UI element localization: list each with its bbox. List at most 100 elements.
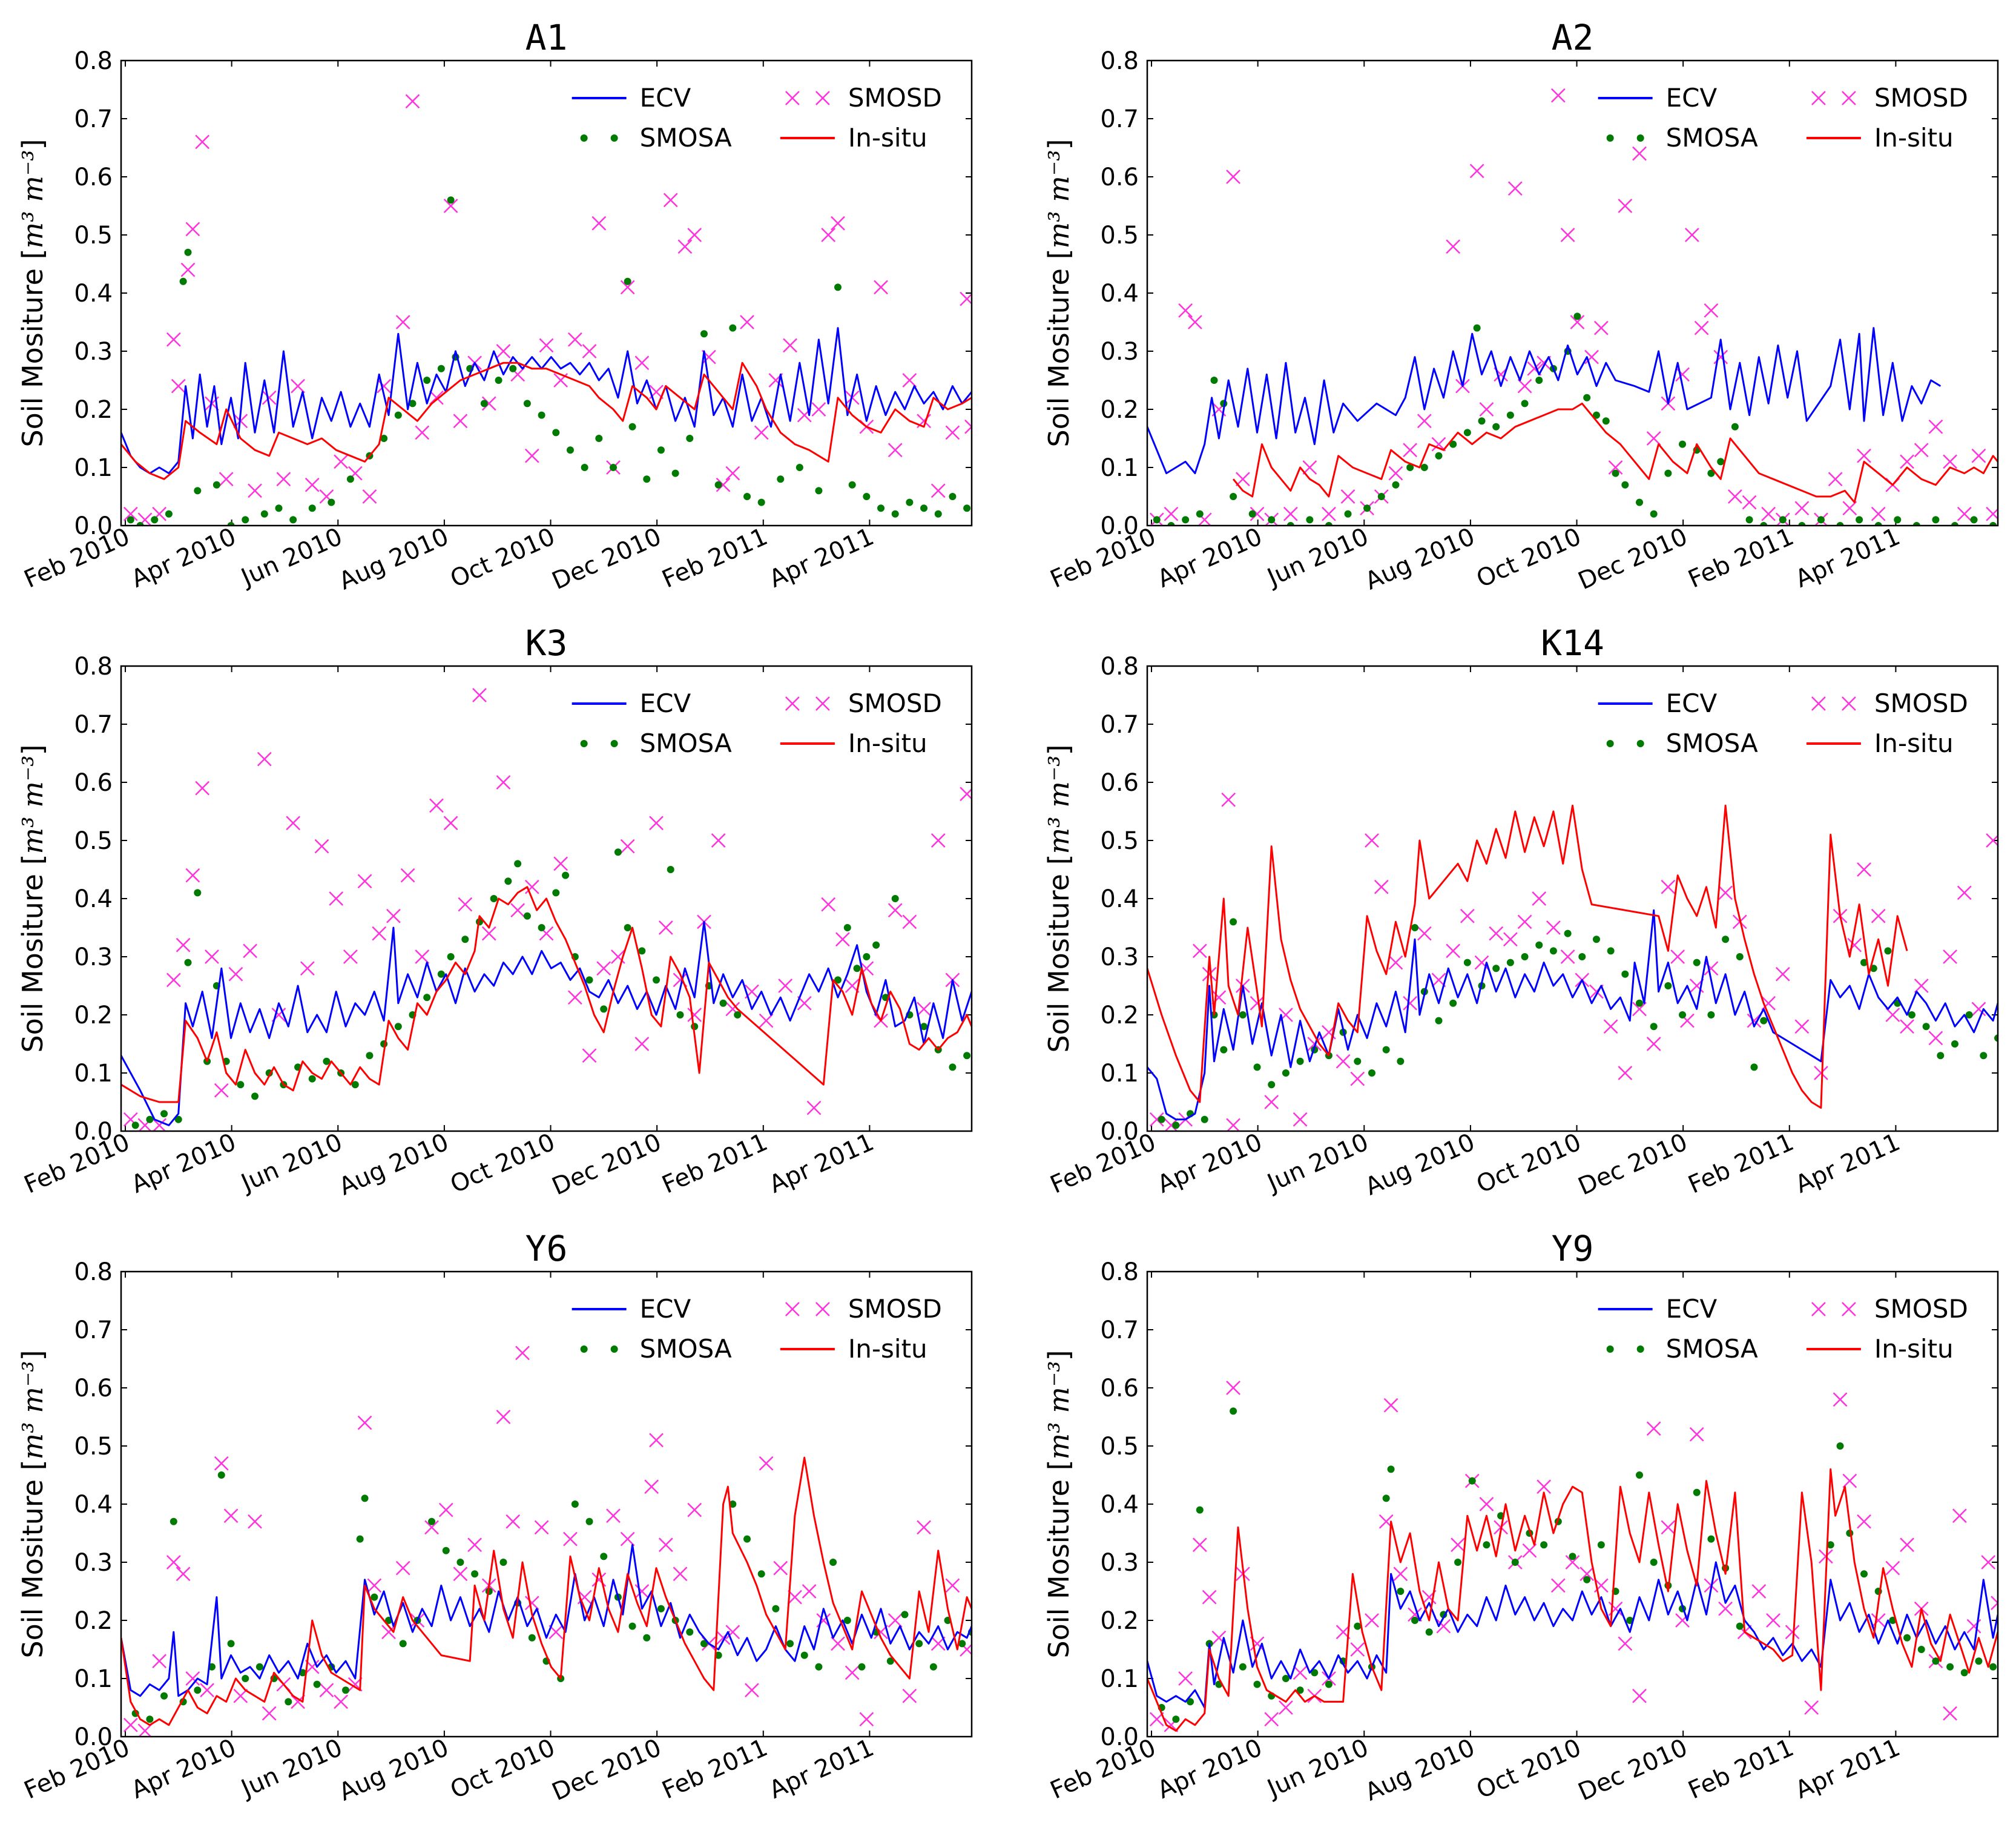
point-smosa xyxy=(255,1663,263,1671)
point-smosa xyxy=(136,522,144,526)
point-smosa xyxy=(251,1092,259,1100)
plot-area xyxy=(1147,1381,1998,1732)
x-tick-label: Oct 2010 xyxy=(1472,523,1586,593)
point-smosa xyxy=(949,1063,957,1071)
point-smosa xyxy=(1411,1617,1419,1624)
point-smosd xyxy=(1403,995,1418,1011)
point-smosd xyxy=(357,1415,372,1430)
point-smosa xyxy=(428,1517,436,1525)
point-smosa xyxy=(1636,1471,1644,1479)
point-smosd xyxy=(1943,1706,1957,1721)
point-smosd xyxy=(1766,1613,1780,1628)
point-smosa xyxy=(1325,522,1332,526)
point-smosd xyxy=(524,448,539,463)
y-axis-label-main: Soil Mositure [ xyxy=(16,248,49,447)
y-axis-label-close: ] xyxy=(1043,1350,1075,1361)
point-smosd xyxy=(166,332,181,347)
point-smosd xyxy=(319,1683,334,1698)
point-smosd xyxy=(262,1706,277,1721)
x-tick-label: Dec 2010 xyxy=(1574,1734,1692,1806)
x-tick-label: Oct 2010 xyxy=(1472,1128,1586,1199)
point-smosd xyxy=(228,966,243,982)
point-smosd xyxy=(185,222,200,237)
y-tick-label: 0.3 xyxy=(1100,338,1139,366)
point-smosd xyxy=(1632,1002,1647,1017)
point-smosa xyxy=(194,889,202,897)
point-smosa xyxy=(1392,481,1400,489)
point-smosd xyxy=(481,926,496,941)
point-smosd xyxy=(300,961,315,976)
point-smosa xyxy=(1253,1063,1261,1071)
point-smosd xyxy=(563,1531,578,1547)
series-line-ecv xyxy=(1147,327,1942,475)
point-smosa xyxy=(1435,1017,1443,1025)
point-smosa xyxy=(394,411,402,419)
x-tick-label: Feb 2011 xyxy=(658,1128,772,1199)
x-tick-label: Apr 2010 xyxy=(127,1128,240,1199)
point-smosd xyxy=(644,1479,659,1494)
point-smosd xyxy=(1293,1665,1308,1680)
point-smosa xyxy=(170,1517,177,1525)
y-tick-label: 0.2 xyxy=(74,1607,113,1635)
point-smosa xyxy=(1951,522,1958,526)
y-axis-label-close: ] xyxy=(16,1350,49,1361)
point-smosd xyxy=(257,751,272,767)
legend-swatch-smosd xyxy=(815,696,830,711)
point-smosd xyxy=(1794,1019,1810,1034)
legend: ECV SMOSD SMOSA In-situ xyxy=(572,83,942,153)
point-smosd xyxy=(1914,979,1929,993)
legend-label-smosd: SMOSD xyxy=(1874,83,1968,113)
point-smosa xyxy=(1970,516,1978,524)
point-smosa xyxy=(437,970,445,978)
x-tick-label: Oct 2010 xyxy=(446,523,559,593)
point-smosa xyxy=(184,248,192,256)
x-tick-label: Aug 2010 xyxy=(1361,523,1479,595)
point-smosa xyxy=(409,400,417,408)
point-smosa xyxy=(614,848,622,856)
point-smosa xyxy=(1607,947,1615,955)
point-smosd xyxy=(1388,466,1403,481)
point-smosd xyxy=(1718,885,1733,900)
series-line-insitu xyxy=(121,886,972,1103)
point-smosa xyxy=(1382,1494,1390,1502)
point-smosd xyxy=(754,425,769,440)
point-smosa xyxy=(1736,953,1744,960)
legend: ECV SMOSD SMOSA In-situ xyxy=(1598,83,1968,153)
legend-swatch-smosa xyxy=(580,740,588,747)
point-smosd xyxy=(1818,1549,1833,1564)
y-tick-label: 0.6 xyxy=(74,769,113,797)
point-smosa xyxy=(1937,1052,1945,1060)
point-smosd xyxy=(1221,792,1236,807)
point-smosa xyxy=(1980,1052,1988,1060)
x-tick-label: Jun 2010 xyxy=(1262,523,1372,592)
point-smosd xyxy=(1751,1584,1767,1599)
point-smosa xyxy=(127,516,134,524)
y-tick-label: 0.4 xyxy=(1100,885,1139,913)
point-smosa xyxy=(1454,1559,1462,1566)
point-smosd xyxy=(759,1013,774,1028)
point-smosd xyxy=(1646,1037,1661,1051)
point-smosa xyxy=(571,1500,579,1508)
y-tick-label: 0.0 xyxy=(74,1118,113,1146)
plot-area xyxy=(121,94,972,526)
point-smosd xyxy=(1178,1671,1193,1686)
legend-label-smosa: SMOSA xyxy=(1666,123,1758,153)
point-smosd xyxy=(524,1596,539,1611)
y-axis-label: Soil Mositure [m³ m⁻³] xyxy=(16,744,49,1052)
point-smosd xyxy=(166,1555,181,1570)
point-smosd xyxy=(381,1625,396,1640)
point-smosd xyxy=(357,874,372,889)
point-smosd xyxy=(567,990,582,1005)
point-smosa xyxy=(1354,1057,1362,1065)
point-smosd xyxy=(687,228,702,242)
point-smosa xyxy=(461,936,469,943)
point-smosa xyxy=(901,1611,909,1619)
y-tick-label: 0.7 xyxy=(1100,1316,1139,1344)
point-smosd xyxy=(740,315,754,329)
point-smosa xyxy=(1182,516,1190,524)
point-smosa xyxy=(1210,377,1218,384)
point-smosa xyxy=(1239,1011,1247,1018)
axes-frame xyxy=(1146,665,1999,1132)
